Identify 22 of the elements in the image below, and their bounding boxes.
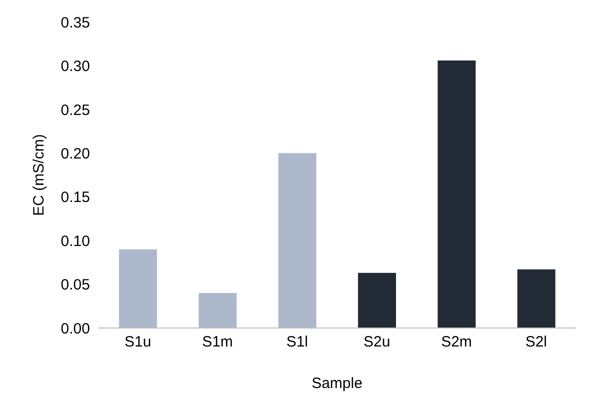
x-tick-label: S2u xyxy=(363,334,390,351)
x-axis-title: Sample xyxy=(312,375,362,392)
x-tick-label: S1l xyxy=(286,334,308,351)
x-tick-label: S2m xyxy=(441,334,472,351)
y-tick-label: 0.30 xyxy=(60,58,90,76)
x-tick-label: S2l xyxy=(525,334,548,351)
bar xyxy=(119,249,157,328)
bar xyxy=(438,60,476,328)
y-tick-label: 0.00 xyxy=(60,320,90,338)
x-tick-label: S1u xyxy=(124,334,152,351)
y-tick-label: 0.15 xyxy=(60,189,90,206)
y-tick-label: 0.20 xyxy=(60,145,90,162)
y-tick-label: 0.35 xyxy=(60,14,90,32)
x-tick-label: S1m xyxy=(202,334,233,351)
y-tick-label: 0.25 xyxy=(60,102,90,119)
y-axis-title: EC (mS/cm) xyxy=(30,134,48,216)
bar xyxy=(517,269,556,328)
bar xyxy=(278,153,316,328)
bar xyxy=(198,293,237,328)
y-tick-label: 0.10 xyxy=(60,232,90,250)
y-tick-label: 0.05 xyxy=(60,276,90,294)
bar xyxy=(358,272,396,328)
